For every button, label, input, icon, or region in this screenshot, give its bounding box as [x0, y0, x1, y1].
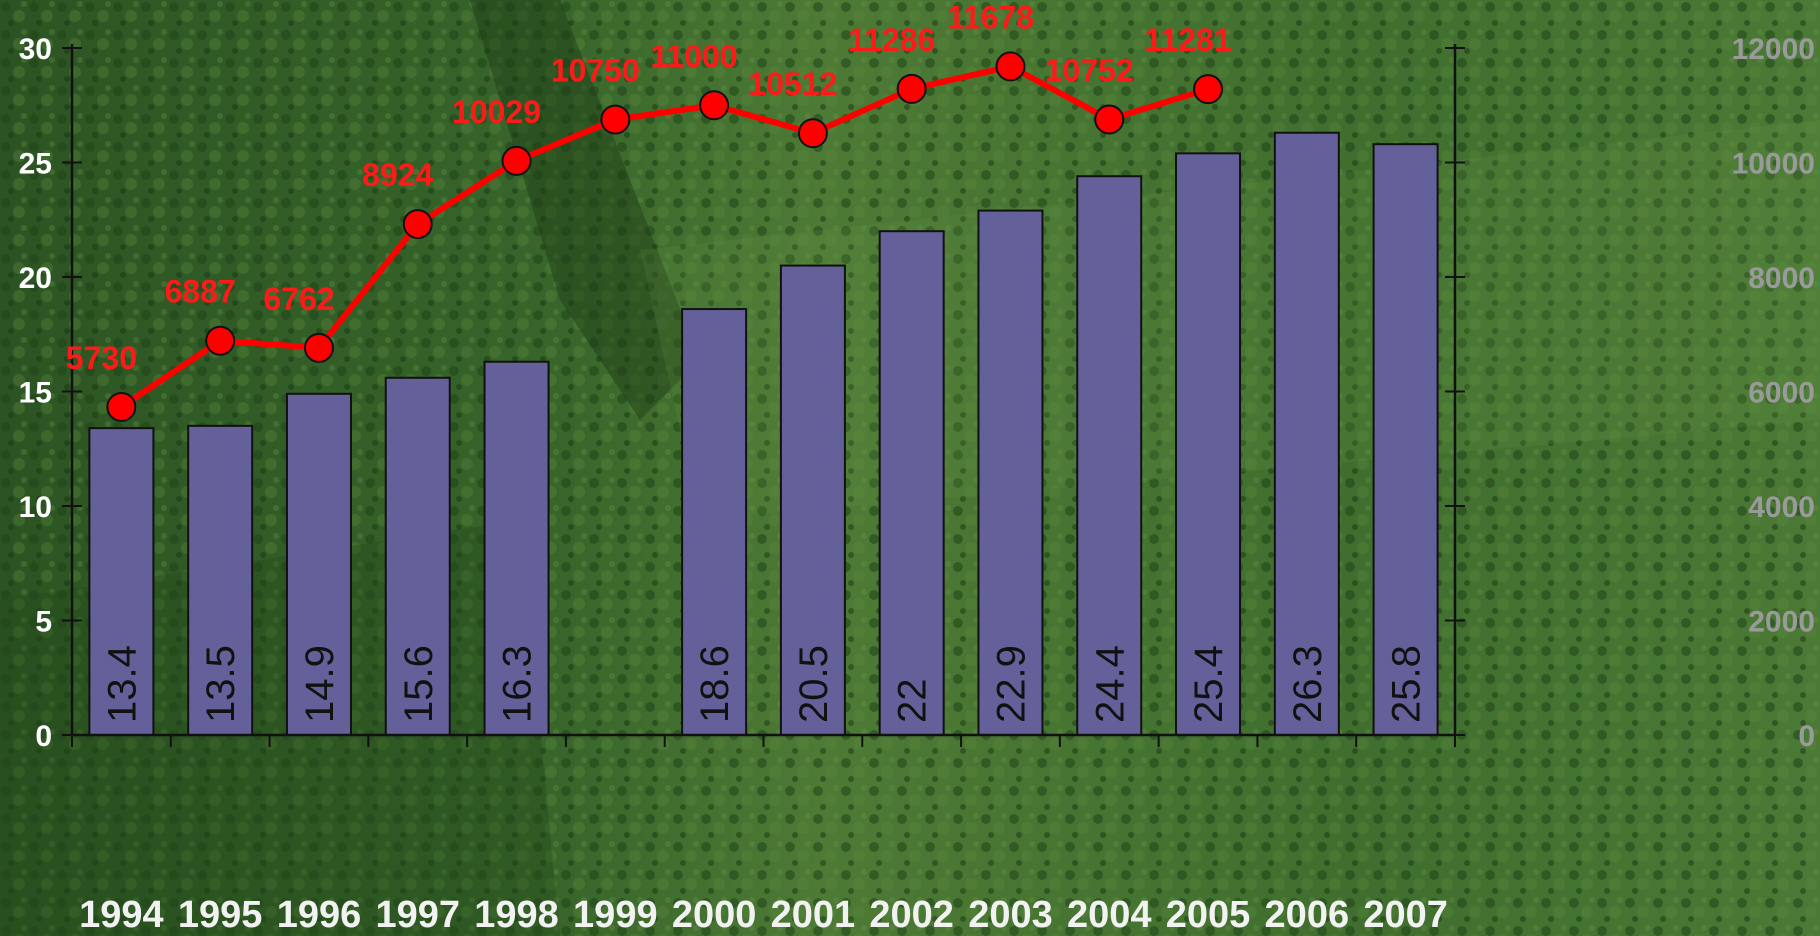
x-tick-2006: 2006: [1265, 894, 1350, 936]
x-tick-1998: 1998: [474, 894, 559, 936]
bar-2000: [681, 308, 748, 736]
right-tick-0: 0: [1798, 720, 1815, 753]
bar-1995: [187, 424, 254, 736]
line-label-1999: 10750: [551, 53, 640, 89]
bar-label-1998: 16.3: [496, 645, 540, 723]
bar-2006: [1273, 131, 1340, 737]
line-point-1997: [402, 209, 433, 240]
left-tick-20: 20: [19, 262, 52, 295]
bar-value-labels: 13.4 13.5 14.9 15.6 16.3 18.6 20.5 22 22.9 24.4 25…: [100, 645, 1428, 723]
right-tick-6000: 6000: [1748, 377, 1815, 410]
x-tick-1995: 1995: [178, 894, 263, 936]
bar-label-2005: 25.4: [1187, 645, 1231, 723]
bar-series: [88, 131, 1439, 737]
line-point-2004: [1094, 104, 1125, 135]
line-label-1997: 8924: [362, 157, 433, 193]
line-label-2001: 10512: [748, 66, 837, 102]
left-tick-30: 30: [19, 33, 52, 66]
x-tick-1996: 1996: [277, 894, 362, 936]
bar-1997: [384, 376, 451, 736]
line-point-1995: [205, 325, 236, 356]
x-tick-1997: 1997: [375, 894, 460, 936]
right-tick-10000: 10000: [1732, 148, 1815, 181]
line-point-1994: [106, 391, 137, 422]
right-tick-12000: 12000: [1732, 33, 1815, 66]
bar-label-1997: 15.6: [397, 645, 441, 723]
line-point-1998: [501, 145, 532, 176]
line-label-1994: 5730: [66, 340, 137, 376]
bar-label-2007: 25.8: [1385, 645, 1429, 723]
right-tick-4000: 4000: [1748, 491, 1815, 524]
x-tick-2007: 2007: [1363, 894, 1448, 936]
bar-1994: [88, 427, 155, 736]
x-tick-2003: 2003: [968, 894, 1053, 936]
bar-2002: [878, 230, 945, 736]
x-tick-2004: 2004: [1067, 894, 1152, 936]
line-point-1996: [303, 332, 334, 363]
left-axis-ticks: 0 5 10 15 20 25 30: [19, 33, 52, 753]
x-axis-ticks: 1994 1995 1996 1997 1998 1999 2000 2001 2002 2003…: [79, 894, 1448, 936]
line-point-2000: [699, 90, 730, 121]
bar-label-2000: 18.6: [693, 645, 737, 723]
bar-label-2004: 24.4: [1088, 645, 1132, 723]
line-label-2002: 11286: [848, 22, 935, 58]
bar-2001: [779, 264, 846, 736]
x-tick-2000: 2000: [672, 894, 757, 936]
x-tick-1999: 1999: [573, 894, 658, 936]
line-label-2000: 11000: [650, 38, 737, 74]
right-tick-2000: 2000: [1748, 606, 1815, 639]
line-point-2001: [797, 118, 828, 149]
line-label-2004: 10752: [1045, 52, 1134, 88]
bar-label-1995: 13.5: [199, 645, 243, 723]
left-tick-25: 25: [19, 148, 52, 181]
line-label-2005: 11281: [1144, 22, 1231, 58]
x-tick-1994: 1994: [79, 894, 164, 936]
left-tick-5: 5: [35, 606, 52, 639]
bar-label-1994: 13.4: [100, 645, 144, 723]
line-point-2003: [995, 51, 1026, 82]
line-series: [106, 51, 1224, 422]
line-label-2003: 11678: [947, 0, 1034, 35]
bar-2007: [1372, 143, 1439, 736]
bar-label-2001: 20.5: [792, 645, 836, 723]
line-value-labels: 5730 6887 6762 8924 10029 10750 11000 10512 1128…: [66, 0, 1232, 376]
bar-1996: [285, 392, 352, 736]
left-tick-0: 0: [35, 720, 52, 753]
x-tick-2001: 2001: [771, 894, 856, 936]
line-label-1995: 6887: [165, 274, 236, 310]
bar-2005: [1175, 152, 1242, 736]
right-axis-ticks: 0 2000 4000 6000 8000 10000 12000: [1732, 33, 1815, 753]
axes: [62, 44, 1465, 747]
line-path: [119, 63, 1209, 410]
bar-label-2002: 22: [891, 679, 935, 724]
bar-2003: [977, 209, 1044, 736]
x-tick-2005: 2005: [1166, 894, 1251, 936]
right-tick-8000: 8000: [1748, 262, 1815, 295]
line-point-1999: [600, 104, 631, 135]
line-point-2002: [896, 73, 927, 104]
bar-label-2003: 22.9: [989, 645, 1033, 723]
line-point-2005: [1193, 74, 1224, 105]
bar-2004: [1076, 175, 1143, 737]
bar-label-1996: 14.9: [298, 645, 342, 723]
line-label-1996: 6762: [263, 281, 334, 317]
left-tick-10: 10: [19, 491, 52, 524]
x-tick-2002: 2002: [869, 894, 954, 936]
bar-1998: [483, 360, 550, 736]
bar-label-2006: 26.3: [1286, 645, 1330, 723]
left-tick-15: 15: [19, 377, 52, 410]
line-label-1998: 10029: [452, 94, 541, 130]
